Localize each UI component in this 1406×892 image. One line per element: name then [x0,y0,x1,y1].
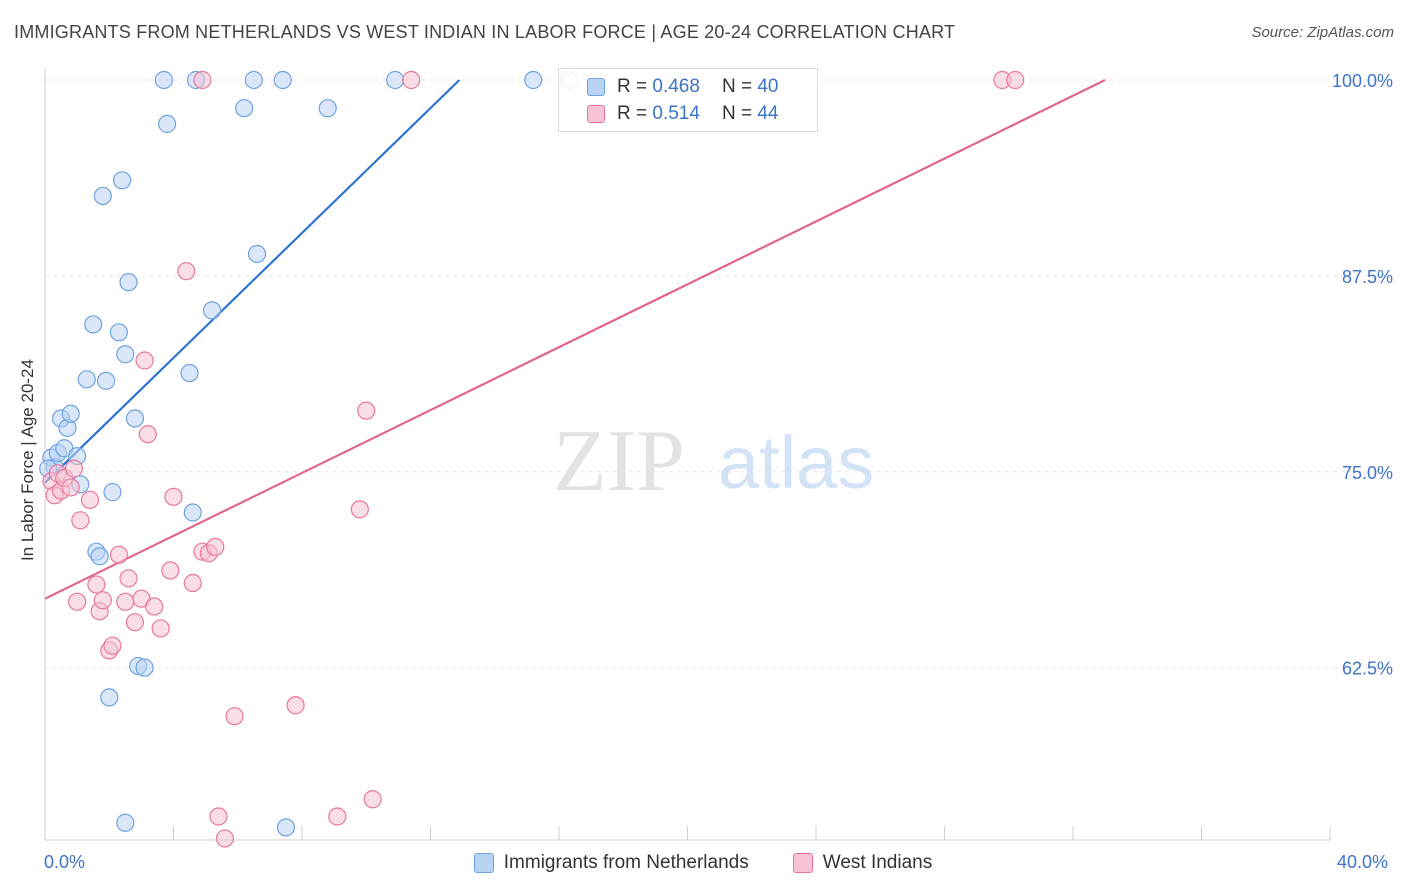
series-legend: Immigrants from Netherlands West Indians [0,852,1406,874]
point-west-indians [87,575,106,594]
legend-row-west-indians: R = 0.514 N = 44 [559,100,778,128]
legend-swatch-netherlands [587,78,605,96]
point-west-indians [402,70,421,90]
y-tick-label: 100.0% [1332,71,1393,91]
point-netherlands [273,70,292,90]
point-netherlands [96,371,116,390]
legend-n-value: 40 [757,76,779,97]
point-west-indians [68,592,87,611]
point-netherlands [116,813,135,832]
point-netherlands [154,70,173,90]
point-west-indians [1006,70,1025,90]
point-west-indians [80,490,100,510]
y-tick-label: 87.5% [1342,267,1393,287]
y-tick-label: 62.5% [1342,659,1393,679]
point-west-indians [161,561,180,580]
point-west-indians [183,573,202,593]
point-west-indians [138,425,157,444]
legend-r-label: R = [617,76,648,97]
x-tick-label-min: 0.0% [44,852,86,872]
watermark-atlas: atlas [718,421,874,504]
point-netherlands [109,323,128,342]
point-netherlands [84,315,103,334]
point-west-indians [151,619,170,638]
stats-legend: R = 0.468 N = 40 R = 0.514 N = 44 [558,68,818,132]
point-netherlands [135,658,154,677]
legend-r-value: 0.468 [652,76,700,97]
grid-lines [45,79,1395,669]
point-netherlands [180,363,199,383]
point-netherlands [247,244,267,264]
point-west-indians [145,597,164,616]
trend-line [44,79,461,484]
point-netherlands [386,70,405,90]
point-netherlands [125,409,145,428]
point-west-indians [64,459,84,478]
data-points [39,70,1025,848]
point-west-indians [135,351,154,370]
point-west-indians [61,478,80,497]
y-tick-labels: 62.5% 75.0% 87.5% 100.0% [1332,71,1393,679]
point-west-indians [109,545,128,564]
y-axis-label: In Labor Force | Age 20-24 [18,359,37,561]
x-tick-label-max: 40.0% [1337,852,1389,872]
point-netherlands [244,70,263,90]
legend-row-netherlands: R = 0.468 N = 40 [559,73,778,101]
point-netherlands [103,483,122,502]
point-netherlands [90,547,109,566]
point-west-indians [209,807,228,826]
point-west-indians [215,829,234,848]
series-legend-swatch-netherlands [473,853,494,873]
point-west-indians [363,790,382,809]
watermark-zip: ZIP [553,413,685,510]
point-netherlands [93,186,112,206]
point-west-indians [119,569,138,588]
chart-title: IMMIGRANTS FROM NETHERLANDS VS WEST INDI… [14,22,956,42]
trend-lines [44,79,1106,600]
point-netherlands [119,273,138,292]
y-tick-label: 75.0% [1342,463,1393,483]
point-west-indians [225,707,244,726]
legend-r-value: 0.514 [652,103,700,124]
series-legend-swatch-west-indians [792,853,813,873]
series-legend-item-west-indians: West Indians [792,852,933,874]
point-west-indians [357,401,376,420]
legend-swatch-west-indians [587,105,605,123]
point-west-indians [125,613,145,632]
point-netherlands [183,503,202,522]
point-west-indians [103,636,122,655]
point-netherlands [157,114,177,133]
series-legend-item-netherlands: Immigrants from Netherlands [473,852,749,874]
point-west-indians [177,262,196,281]
point-netherlands [276,818,296,837]
point-west-indians [71,511,90,530]
point-netherlands [318,99,337,118]
point-netherlands [61,404,80,423]
point-west-indians [286,696,305,715]
point-west-indians [328,807,347,826]
point-west-indians [350,500,369,519]
point-netherlands [116,345,135,364]
point-netherlands [77,370,96,389]
point-netherlands [100,688,119,707]
point-west-indians [116,592,135,611]
legend-n-label: N = [721,103,753,124]
legend-n-value: 44 [757,103,779,124]
point-netherlands [112,171,132,190]
series-legend-label-west-indians: West Indians [822,852,933,873]
trend-line [44,79,1106,600]
point-west-indians [93,591,112,610]
source-label: Source: ZipAtlas.com [1251,24,1394,41]
point-west-indians [193,70,212,90]
legend-n-label: N = [721,76,753,97]
legend-r-label: R = [617,103,648,124]
point-netherlands [524,70,543,90]
point-netherlands [235,99,254,118]
series-legend-label-netherlands: Immigrants from Netherlands [503,852,749,873]
point-netherlands [202,301,222,320]
point-west-indians [164,487,183,506]
point-west-indians [206,537,225,557]
